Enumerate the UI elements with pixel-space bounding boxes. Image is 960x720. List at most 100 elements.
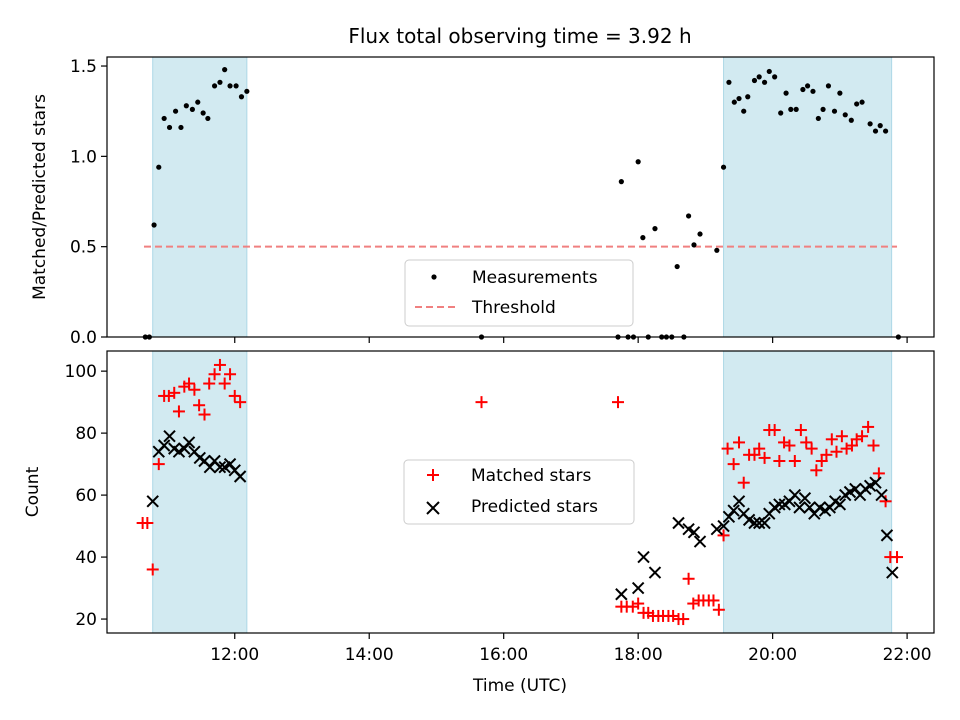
measurement-point xyxy=(685,213,692,219)
predicted-star-point xyxy=(213,461,227,474)
measurement-point xyxy=(859,99,865,105)
measurement-point xyxy=(189,106,195,112)
y-tick-label: 20 xyxy=(75,610,97,630)
legend-matched-label: Matched stars xyxy=(471,466,591,486)
measurement-point xyxy=(151,222,157,228)
matched-star-point xyxy=(805,442,818,455)
predicted-star-point xyxy=(637,550,650,564)
measurement-point xyxy=(195,99,201,105)
matched-star-point xyxy=(856,430,869,443)
matched-star-point xyxy=(632,597,645,610)
y-tick-label: 0.5 xyxy=(70,238,97,258)
measurement-point xyxy=(815,115,821,122)
matched-star-point xyxy=(783,439,796,452)
matched-star-point xyxy=(224,368,237,381)
y-tick-label: 80 xyxy=(75,424,97,444)
measurement-point xyxy=(842,112,848,118)
predicted-star-point xyxy=(722,510,736,523)
legend-predicted-marker xyxy=(426,501,440,515)
predicted-star-point xyxy=(157,439,171,452)
predicted-star-point xyxy=(648,566,662,579)
measurement-points xyxy=(142,67,901,340)
predicted-star-point xyxy=(203,461,217,474)
measurement-point xyxy=(731,99,737,105)
measurement-point xyxy=(635,159,641,165)
bottom-observing-bands xyxy=(152,350,893,634)
measurement-point xyxy=(640,235,646,241)
predicted-star-point xyxy=(748,516,761,530)
matched-star-point xyxy=(753,442,766,455)
predicted-star-point xyxy=(886,566,899,579)
matched-star-point xyxy=(707,594,720,607)
measurement-point xyxy=(804,83,811,89)
top-plot-frame xyxy=(106,56,935,338)
bottom-plot-frame xyxy=(106,350,935,634)
x-tick-label: 14:00 xyxy=(345,645,394,665)
matched-star-point xyxy=(727,458,740,471)
matched-star-point xyxy=(733,436,746,449)
matched-star-point xyxy=(677,613,690,626)
matched-star-point xyxy=(737,476,750,489)
measurement-point xyxy=(211,83,218,89)
measurement-point xyxy=(867,121,873,127)
bottom-observing-band-0 xyxy=(152,350,248,634)
predicted-star-point xyxy=(788,488,802,502)
measurement-point xyxy=(674,263,680,270)
predicted-star-point xyxy=(849,482,862,496)
measurement-point xyxy=(882,128,889,134)
predicted-star-point xyxy=(182,436,196,449)
matched-star-point xyxy=(879,495,892,508)
measurement-point xyxy=(161,115,167,122)
legend-measurements-label: Measurements xyxy=(472,268,598,288)
y-tick-label: 40 xyxy=(75,548,97,568)
measurement-point xyxy=(618,179,624,185)
matched-star-point xyxy=(773,455,786,468)
measurement-point xyxy=(736,95,742,102)
x-tick-label: 16:00 xyxy=(479,645,528,665)
matched-star-point xyxy=(141,516,154,529)
matched-star-point xyxy=(183,377,196,390)
measurement-point xyxy=(810,88,816,94)
measurement-point xyxy=(872,128,879,134)
predicted-star-point xyxy=(710,522,724,536)
predicted-star-point xyxy=(793,501,806,514)
measurement-point xyxy=(877,123,883,129)
predicted-star-point xyxy=(146,495,159,508)
predicted-star-point xyxy=(693,535,707,548)
matched-star-point xyxy=(168,386,181,399)
predicted-star-point xyxy=(752,516,766,530)
x-axis-label: Time (UTC) xyxy=(472,676,567,696)
matched-star-point xyxy=(891,551,904,564)
y-tick-label: 1.5 xyxy=(70,57,97,77)
matched-star-point xyxy=(867,439,880,452)
measurement-point xyxy=(217,79,223,85)
measurement-point xyxy=(227,83,233,89)
measurement-point xyxy=(726,79,732,85)
measurement-point xyxy=(200,110,206,116)
predicted-star-point xyxy=(631,581,645,595)
measurement-point xyxy=(183,103,189,109)
legend-measurement-marker xyxy=(431,274,437,280)
matched-star-point xyxy=(825,433,838,446)
matched-star-point xyxy=(845,439,858,452)
predicted-star-point xyxy=(803,501,816,514)
measurement-point xyxy=(172,108,179,114)
measurement-point xyxy=(793,106,799,112)
matched-star-point xyxy=(721,442,734,455)
matched-star-point xyxy=(626,600,639,613)
measurement-point xyxy=(772,74,778,80)
matched-star-point xyxy=(758,451,771,464)
measurement-point xyxy=(800,86,806,93)
predicted-star-point xyxy=(833,498,847,511)
matched-star-point xyxy=(712,603,725,616)
measurement-point xyxy=(778,110,784,116)
measurement-point xyxy=(720,164,727,170)
measurement-point xyxy=(691,242,697,248)
measurement-point xyxy=(233,83,239,89)
y-tick-label: 60 xyxy=(75,486,97,506)
matched-star-point xyxy=(213,358,226,371)
legend-matched-marker xyxy=(427,469,439,481)
matched-star-point xyxy=(872,467,885,480)
predicted-star-point xyxy=(223,457,237,471)
